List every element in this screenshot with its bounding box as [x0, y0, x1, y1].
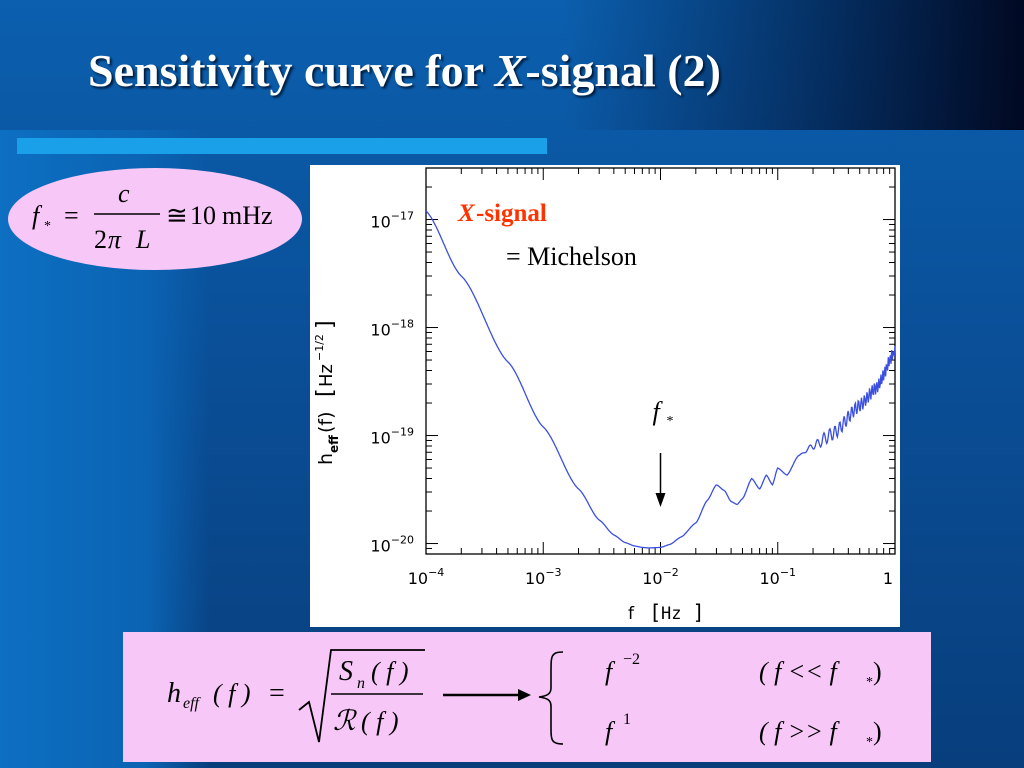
title-suffix: -signal (2) — [525, 45, 721, 96]
x-signal-annotation: X -signal = Michelson — [457, 200, 637, 271]
fstar-marker-sub: * — [667, 414, 674, 429]
implies-arrow-head — [518, 689, 531, 701]
heff-lhs-arg: ( f ) — [213, 679, 251, 708]
case2-base: f — [605, 717, 616, 746]
fstar-formula-badge: f * = c 2 π L ≅ 10 mHz — [8, 168, 302, 270]
heff-formula-box: h eff ( f ) = S n ( f ) ℛ ( f ) f −2 ( f… — [123, 632, 931, 762]
fstar-equals: = — [64, 201, 79, 230]
heff-lhs-sub: eff — [183, 695, 202, 712]
annotation-equation: = Michelson — [506, 242, 637, 271]
fstar-formula: f * = c 2 π L ≅ 10 mHz — [32, 179, 273, 254]
x-tick-labels: 10−4 10−3 10−2 10−1 1 — [408, 566, 893, 588]
title-variable: X — [494, 45, 526, 96]
sqrt-sign — [298, 649, 425, 743]
fstar-denominator-L: L — [135, 225, 150, 254]
y-tick-labels: 10−17 10−18 10−19 10−20 — [370, 210, 414, 556]
sensitivity-curve — [425, 210, 896, 549]
y-axis-bracket-close: ] — [313, 320, 338, 329]
title-bar-shade — [0, 0, 1024, 130]
minor-ticks — [425, 167, 895, 555]
y-axis-unit-exp: −1/2 — [313, 334, 326, 361]
case2-condition-sub: * — [866, 735, 873, 750]
case1-condition: ( f << f — [759, 657, 840, 686]
fstar-value: 10 — [190, 201, 216, 230]
x-tick-label: 1 — [883, 569, 893, 588]
y-tick-label: 10−20 — [370, 534, 414, 556]
x-tick-label: 10−2 — [642, 566, 679, 588]
y-tick-label: 10−19 — [370, 426, 414, 448]
fstar-lhs-sub: * — [44, 219, 51, 234]
case1-exp: −2 — [623, 651, 640, 668]
y-axis-bracket-open: [ — [313, 388, 338, 397]
slide-title: Sensitivity curve for X-signal (2) — [88, 44, 721, 97]
x-axis-bracket-close: ] — [694, 600, 702, 624]
case2-condition-close: ) — [873, 717, 882, 746]
heff-den-arg: ( f ) — [361, 707, 399, 736]
sensitivity-chart-panel: 10−4 10−3 10−2 10−1 1 10−17 10−18 10−19 10−20 f… — [310, 165, 900, 627]
x-tick-label: 10−1 — [759, 566, 796, 588]
fstar-lhs: f — [32, 201, 43, 230]
y-tick-label: 10−18 — [370, 318, 414, 340]
fstar-numerator: c — [118, 179, 130, 208]
y-axis-label: h eff (f) [ Hz −1/2 ] — [313, 320, 341, 465]
x-axis-unit: Hz — [661, 604, 681, 624]
case1-condition-sub: * — [866, 675, 873, 690]
y-axis-sub: eff — [327, 435, 341, 453]
heff-num-arg: ( f ) — [371, 657, 409, 686]
x-tick-label: 10−4 — [408, 566, 445, 588]
y-axis-arg: (f) — [315, 411, 337, 433]
case1-condition-close: ) — [873, 657, 882, 686]
fstar-marker-label: f — [653, 397, 664, 426]
fstar-arrow-head — [655, 493, 666, 507]
y-axis-unit: Hz — [316, 364, 337, 387]
heff-num-S: S — [339, 656, 353, 687]
heff-num-sub: n — [357, 675, 365, 692]
x-axis-bracket-open: [ — [652, 600, 660, 624]
fstar-denominator-pi: π — [108, 225, 122, 254]
y-tick-label: 10−17 — [370, 210, 414, 232]
cases-brace — [538, 651, 564, 745]
heff-den-R: ℛ — [333, 706, 357, 737]
x-tick-label: 10−3 — [525, 566, 562, 588]
fstar-marker: f * — [653, 397, 674, 507]
x-axis-label: f [ Hz ] — [628, 600, 702, 624]
annotation-label: -signal — [476, 200, 547, 227]
annotation-variable: X — [457, 200, 476, 227]
title-underline-rule — [17, 138, 547, 154]
sensitivity-chart: 10−4 10−3 10−2 10−1 1 10−17 10−18 10−19 10−20 f… — [313, 167, 896, 624]
fstar-unit: mHz — [222, 201, 273, 230]
heff-lhs-h: h — [167, 678, 181, 709]
case1-base: f — [605, 657, 616, 686]
x-axis-variable: f — [628, 604, 635, 624]
case2-condition: ( f >> f — [759, 717, 840, 746]
case2-exp: 1 — [623, 711, 631, 728]
fstar-denominator-two: 2 — [94, 225, 107, 254]
heff-formula: h eff ( f ) = S n ( f ) ℛ ( f ) f −2 ( f… — [167, 649, 882, 750]
title-prefix: Sensitivity curve for — [88, 45, 495, 96]
heff-equals: = — [269, 678, 285, 709]
fstar-approx: ≅ — [166, 201, 188, 230]
y-axis-h: h — [315, 453, 337, 465]
